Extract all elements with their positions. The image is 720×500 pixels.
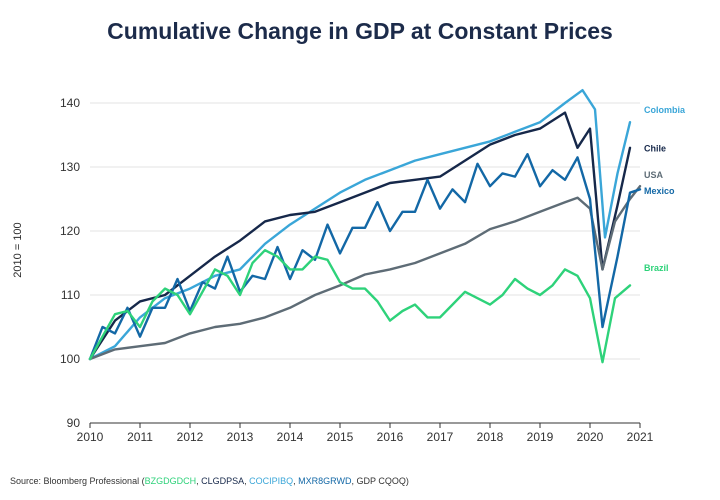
- source-code-7: , GDP CQOQ): [351, 476, 409, 486]
- series-line-brazil: [88, 249, 632, 364]
- legend-label-brazil: Brazil: [644, 263, 669, 273]
- x-tick-2021: 2021: [627, 430, 654, 444]
- x-tick-2019: 2019: [527, 430, 554, 444]
- y-tick-100: 100: [60, 352, 80, 366]
- source-note: Source: Bloomberg Professional (BZGDGDCH…: [10, 476, 409, 486]
- y-tick-130: 130: [60, 160, 80, 174]
- y-tick-140: 140: [60, 96, 80, 110]
- x-tick-2011: 2011: [127, 430, 153, 444]
- source-code-5: ,: [293, 476, 299, 486]
- x-tick-2018: 2018: [477, 430, 504, 444]
- x-tick-2013: 2013: [227, 430, 254, 444]
- legend-label-usa: USA: [644, 170, 664, 180]
- series-line-mexico: [88, 153, 642, 361]
- series-line-usa: [88, 185, 642, 361]
- legend-label-chile: Chile: [644, 143, 666, 153]
- source-code-3: ,: [244, 476, 250, 486]
- series-line-chile: [88, 111, 632, 361]
- y-tick-120: 120: [60, 224, 80, 238]
- y-tick-110: 110: [61, 288, 80, 302]
- gridlines: [89, 102, 641, 428]
- chart-title: Cumulative Change in GDP at Constant Pri…: [107, 18, 613, 44]
- x-tick-2014: 2014: [277, 430, 304, 444]
- x-tick-labels: 2010 2011 2012 2013 2014 2015 2016 2017 2018 2019…: [77, 430, 654, 444]
- x-tick-2020: 2020: [577, 430, 604, 444]
- source-code-1: ,: [196, 476, 202, 486]
- x-tick-2017: 2017: [427, 430, 454, 444]
- series-line-colombia: [88, 89, 632, 361]
- source-code-6: MXR8GRWD: [298, 476, 352, 486]
- source-codes: BZGDGDCH, CLGDPSA, COCIPIBQ, MXR8GRWD, G…: [145, 476, 409, 486]
- series-lines: [88, 89, 642, 364]
- legend-label-mexico: Mexico: [644, 186, 675, 196]
- source-prefix: Source: Bloomberg Professional (: [10, 476, 145, 486]
- source-code-2: CLGDPSA: [201, 476, 245, 486]
- source-code-0: BZGDGDCH: [144, 476, 197, 486]
- source-code-4: COCIPIBQ: [249, 476, 294, 486]
- x-tick-2010: 2010: [77, 430, 104, 444]
- y-tick-90: 90: [67, 416, 81, 430]
- legend: Colombia Chile USA Mexico Brazil: [644, 105, 686, 273]
- y-tick-labels: 90 100 110 120 130 140: [60, 96, 80, 430]
- x-tick-2015: 2015: [327, 430, 354, 444]
- x-tick-2016: 2016: [377, 430, 404, 444]
- legend-label-colombia: Colombia: [644, 105, 686, 115]
- x-tick-2012: 2012: [177, 430, 204, 444]
